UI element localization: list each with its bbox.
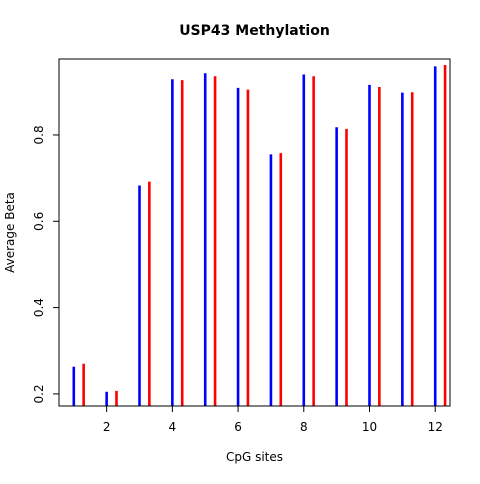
y-tick-label: 0.6 — [32, 212, 46, 231]
y-tick-label: 0.4 — [32, 298, 46, 317]
plot-frame — [58, 58, 451, 407]
chart-title: USP43 Methylation — [179, 23, 330, 39]
y-axis-label: Average Beta — [3, 192, 17, 273]
y-tick-label: 0.2 — [32, 384, 46, 403]
x-tick-label: 8 — [300, 420, 308, 434]
x-axis: 2 4 6 8 10 12 — [103, 406, 443, 434]
x-tick-label: 2 — [103, 420, 111, 434]
y-tick-label: 0.8 — [32, 125, 46, 144]
x-tick-label: 12 — [428, 420, 443, 434]
x-tick-label: 6 — [234, 420, 242, 434]
x-tick-label: 10 — [362, 420, 377, 434]
bars-layer — [72, 65, 447, 406]
x-tick-label: 4 — [169, 420, 177, 434]
x-axis-label: CpG sites — [226, 450, 283, 464]
y-axis: 0.2 0.4 0.6 0.8 — [32, 125, 59, 403]
